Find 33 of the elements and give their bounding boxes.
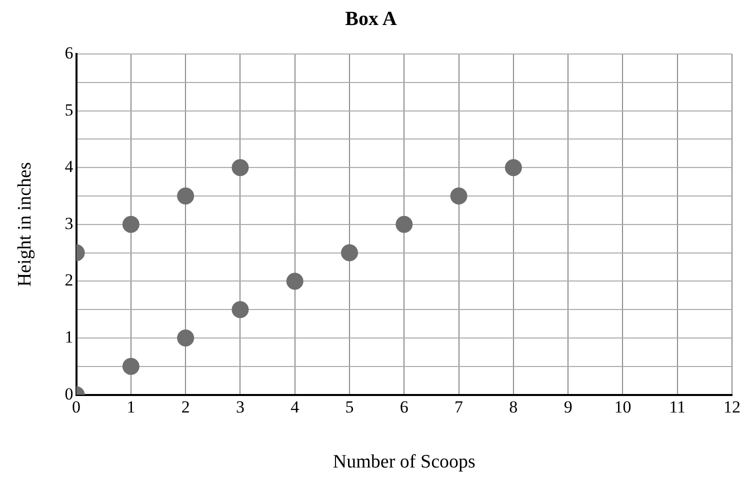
point bbox=[396, 216, 413, 233]
point bbox=[122, 358, 140, 375]
x-tick-label: 8 bbox=[509, 397, 518, 416]
y-tick-label: 1 bbox=[64, 327, 74, 346]
point bbox=[177, 330, 194, 346]
y-tick-label: 6 bbox=[64, 43, 74, 62]
point bbox=[122, 216, 140, 233]
point bbox=[341, 244, 358, 262]
y-tick-label: 4 bbox=[64, 157, 74, 176]
y-tick-label: 2 bbox=[64, 270, 74, 290]
x-tick-label: 3 bbox=[236, 397, 244, 416]
point bbox=[450, 188, 468, 204]
x-tick-label: 5 bbox=[345, 397, 354, 416]
y-tick-label: 3 bbox=[64, 214, 74, 233]
x-tick-label: 10 bbox=[614, 397, 632, 416]
x-tick-label: 12 bbox=[724, 397, 740, 416]
y-axis-title: Height in inches bbox=[14, 162, 36, 287]
x-tick-label: 9 bbox=[564, 397, 572, 416]
chart-title: Box A bbox=[345, 8, 398, 30]
point bbox=[232, 301, 249, 318]
point bbox=[286, 272, 304, 290]
x-axis-title: Number of Scoops bbox=[332, 452, 476, 473]
point bbox=[504, 159, 522, 176]
x-tick-label: 11 bbox=[669, 397, 686, 416]
x-tick-label: 2 bbox=[181, 397, 190, 416]
y-tick-label: 0 bbox=[64, 384, 74, 404]
point bbox=[177, 188, 194, 204]
x-tick-label: 1 bbox=[126, 397, 136, 416]
x-tick-label: 4 bbox=[290, 397, 300, 416]
x-tick-label: 7 bbox=[454, 397, 464, 416]
y-tick-label: 5 bbox=[64, 100, 74, 120]
x-tick-label: 6 bbox=[400, 397, 408, 416]
point bbox=[232, 159, 249, 176]
